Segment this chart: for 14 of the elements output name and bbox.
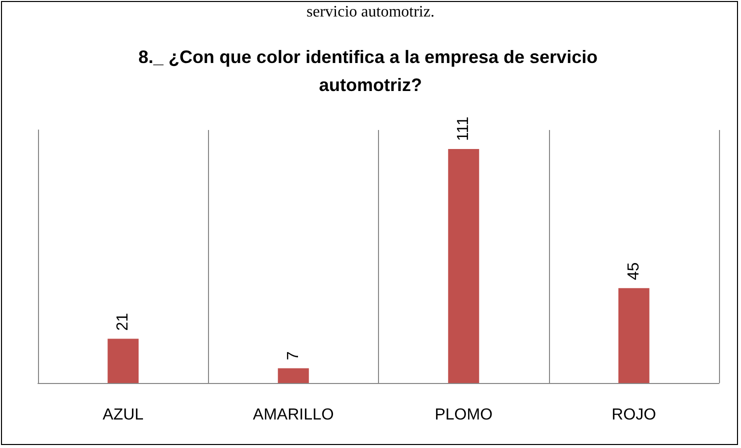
x-tick-label: ROJO bbox=[612, 406, 656, 424]
chart-title: 8._ ¿Con que color identifica a la empresa de servicio automotriz? bbox=[138, 47, 603, 95]
data-label: 45 bbox=[625, 262, 642, 280]
data-label: 7 bbox=[284, 351, 302, 360]
x-tick-label: PLOMO bbox=[434, 406, 493, 424]
x-tick-label: AMARILLO bbox=[252, 406, 334, 424]
bar bbox=[618, 288, 650, 383]
bar bbox=[278, 368, 309, 383]
text: servicio automotriz. bbox=[306, 4, 434, 20]
data-label: 21 bbox=[114, 312, 132, 331]
bar bbox=[108, 338, 139, 383]
bar bbox=[448, 148, 480, 383]
x-tick-label: AZUL bbox=[102, 406, 144, 424]
data-label: 111 bbox=[455, 116, 472, 141]
